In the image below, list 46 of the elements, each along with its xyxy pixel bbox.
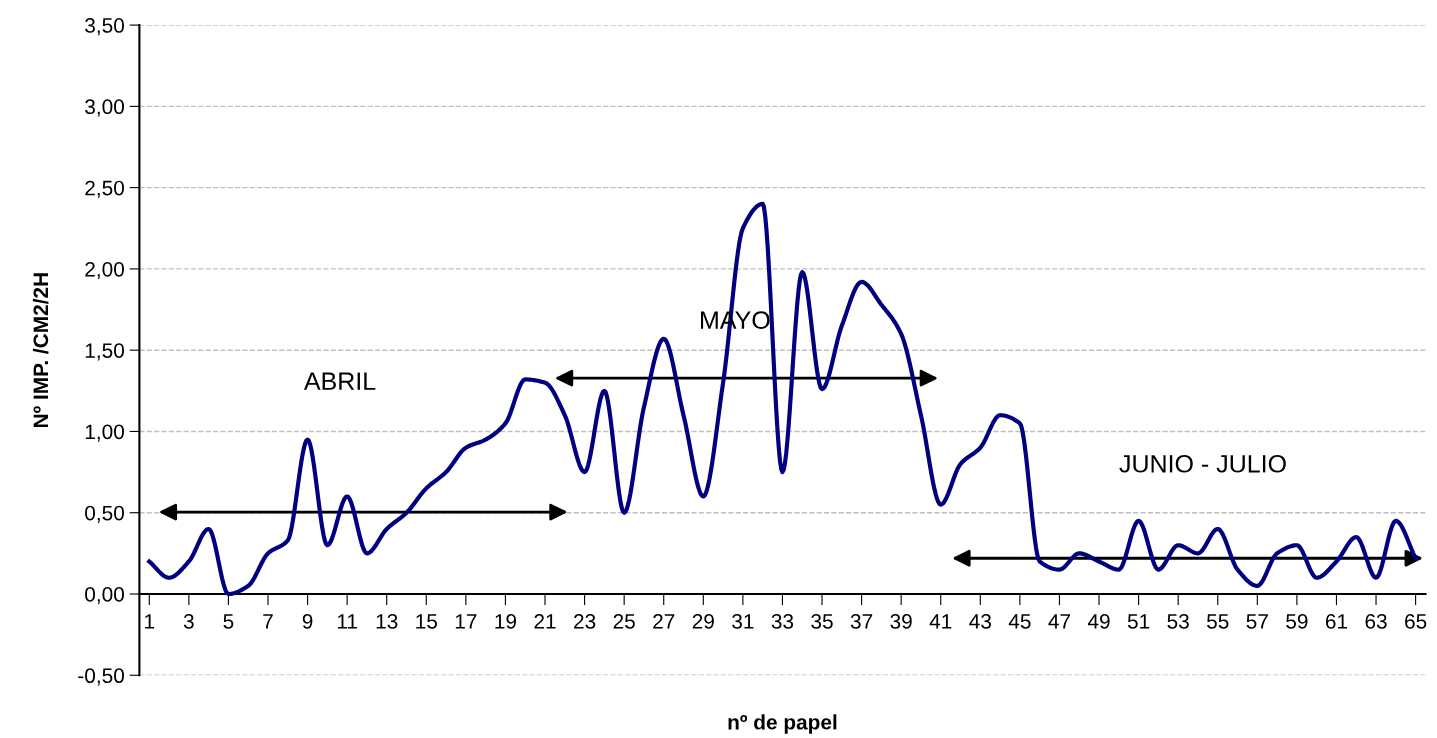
x-tick-label: 35 (811, 613, 833, 629)
x-tick-label: 57 (1246, 614, 1268, 629)
x-tick-label: 27 (653, 613, 675, 629)
y-tick-label: 1,50 (85, 343, 124, 361)
x-tick-label: 31 (732, 613, 754, 629)
annotation: JUNIO - JULIO (1119, 454, 1286, 473)
x-tick-label: 21 (534, 613, 556, 629)
x-tick-label: 13 (376, 613, 398, 629)
x-tick-label: 61 (1325, 613, 1348, 629)
x-tick-label: 11 (337, 614, 357, 629)
y-tick-label: 3,50 (85, 18, 124, 36)
x-tick-label: 25 (613, 613, 635, 629)
y-tick-label: 3,00 (85, 99, 124, 117)
x-tick-label: 9 (302, 613, 313, 629)
x-axis-title: nº de papel (728, 714, 837, 734)
y-tick-label: 2,00 (85, 261, 124, 280)
y-tick-label: 0,00 (85, 587, 124, 605)
x-tick-label: 1 (145, 614, 155, 629)
x-tick-label: 63 (1365, 613, 1387, 629)
x-tick-label: 29 (692, 613, 714, 629)
x-tick-label: 37 (850, 613, 873, 629)
x-tick-label: 19 (495, 613, 517, 629)
x-tick-label: 51 (1127, 614, 1150, 629)
x-tick-label: 39 (890, 613, 912, 629)
x-tick-label: 41 (929, 614, 952, 629)
x-tick-label: 3 (183, 613, 194, 629)
x-tick-label: 7 (263, 614, 273, 629)
x-tick-label: 59 (1286, 613, 1308, 629)
x-tick-label: 53 (1167, 613, 1189, 629)
x-tick-label: 15 (416, 614, 438, 629)
annotation: ABRIL (303, 372, 376, 390)
x-tick-label: 55 (1206, 614, 1229, 629)
y-tick-label: 1,00 (85, 424, 124, 442)
x-tick-label: 5 (223, 614, 234, 629)
y-tick-label: 2,50 (85, 180, 124, 198)
y-tick-label: 0,50 (85, 505, 124, 523)
x-tick-label: 49 (1087, 613, 1110, 629)
x-tick-label: 43 (969, 613, 991, 629)
x-tick-label: 65 (1405, 613, 1427, 629)
x-tick-label: 47 (1048, 614, 1070, 629)
y-tick-label: -0,50 (78, 668, 124, 686)
x-tick-label: 33 (771, 613, 794, 629)
x-tick-label: 17 (455, 614, 477, 629)
x-tick-label: 23 (574, 613, 596, 629)
y-axis-title: Nº IMP. /CM2/2H (32, 273, 49, 428)
x-tick-label: 45 (1008, 614, 1031, 629)
